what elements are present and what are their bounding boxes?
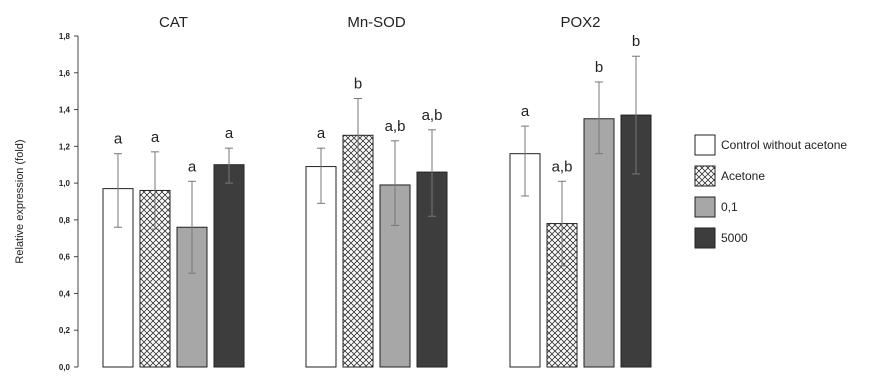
y-tick-label: 0,8 (59, 216, 71, 225)
y-tick-label: 0,2 (59, 326, 71, 335)
y-tick-label: 1,0 (59, 179, 71, 188)
significance-label: a (151, 129, 160, 146)
y-tick-label: 1,4 (59, 106, 71, 115)
y-tick-label: 0,6 (59, 253, 71, 262)
y-axis-label: Relative expression (fold) (14, 139, 26, 263)
legend-swatch (694, 165, 716, 187)
legend-swatch (694, 196, 716, 218)
significance-label: b (632, 33, 640, 50)
legend-swatch (694, 134, 716, 156)
y-tick-label: 0,0 (59, 363, 71, 372)
y-tick-label: 1,6 (59, 69, 71, 78)
legend-label: 0,1 (721, 200, 738, 214)
significance-label: a,b (552, 158, 573, 175)
y-tick-label: 1,8 (59, 32, 71, 41)
group-title: POX2 (560, 14, 600, 31)
significance-label: a (188, 158, 197, 175)
legend-swatch (694, 227, 716, 249)
legend-label: Acetone (721, 169, 765, 183)
significance-label: a (114, 131, 123, 148)
group-title: Mn-SOD (347, 14, 406, 31)
legend-label: Control without acetone (721, 138, 847, 152)
significance-label: a (521, 103, 530, 120)
significance-label: b (354, 76, 362, 93)
significance-label: b (595, 59, 603, 76)
significance-label: a,b (422, 107, 443, 124)
significance-label: a (317, 125, 326, 142)
bar (342, 134, 374, 368)
bars: CAT a a a a Mn-SOD a b a,b a,b POX2 a a,b b b (102, 14, 652, 368)
bar (213, 164, 245, 368)
y-tick-label: 0,4 (59, 289, 71, 298)
legend: Control without acetone Acetone 0,1 5000 (694, 134, 847, 249)
group-title: CAT (159, 14, 188, 31)
significance-label: a,b (385, 118, 406, 135)
legend-label: 5000 (721, 231, 748, 245)
y-axis: 0,0 0,2 0,4 0,6 0,8 1,0 1,2 1,4 1,6 1,8 Relative e… (14, 32, 79, 372)
bar (583, 118, 615, 368)
y-tick-label: 1,2 (59, 142, 71, 151)
significance-label: a (225, 125, 234, 142)
